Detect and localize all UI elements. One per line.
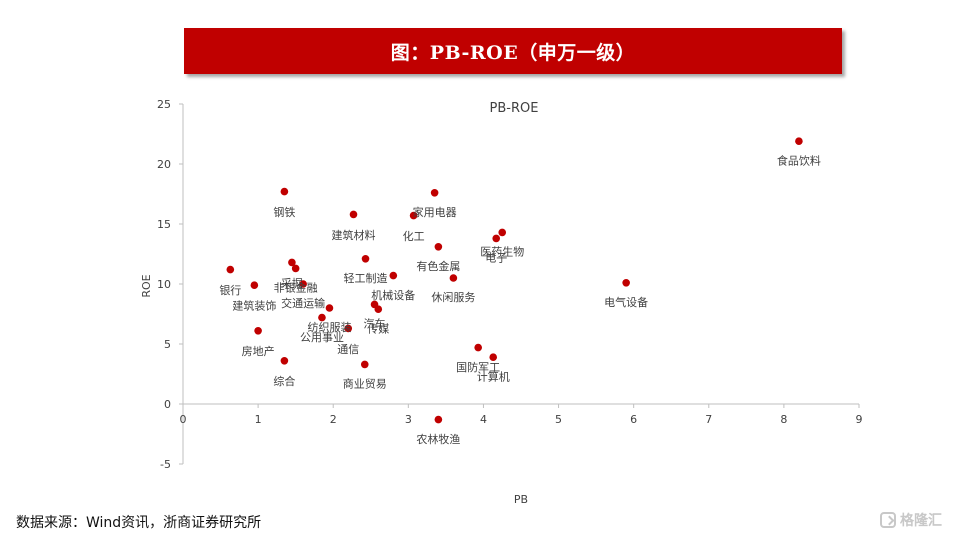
data-point xyxy=(280,357,289,365)
data-point xyxy=(280,187,289,196)
data-label: 电子 xyxy=(485,252,507,265)
x-tick-label: 8 xyxy=(780,413,787,426)
data-point xyxy=(474,343,482,352)
data-point xyxy=(299,280,307,288)
data-point xyxy=(489,353,498,362)
data-label: 电气设备 xyxy=(604,295,648,309)
title-banner: 图：PB-ROE（申万一级） xyxy=(184,28,842,74)
data-label: 家用电器 xyxy=(413,205,457,219)
data-label: 综合 xyxy=(273,374,295,388)
data-point xyxy=(325,304,334,312)
data-point xyxy=(409,211,418,220)
data-point xyxy=(360,360,369,369)
data-point xyxy=(288,258,296,267)
x-tick-label: 3 xyxy=(405,413,412,426)
x-tick-label: 2 xyxy=(330,413,337,426)
x-tick-label: 6 xyxy=(630,413,637,426)
y-tick-label: -5 xyxy=(160,458,171,471)
data-label: 化工 xyxy=(403,229,425,243)
y-tick-label: 0 xyxy=(164,398,171,411)
y-tick-label: 15 xyxy=(157,218,171,231)
data-label: 公用事业 xyxy=(300,331,344,344)
data-label: 有色金属 xyxy=(416,259,460,273)
data-point xyxy=(492,234,501,243)
data-point xyxy=(795,137,803,145)
data-label: 计算机 xyxy=(477,369,510,383)
x-tick-label: 4 xyxy=(480,413,487,426)
data-label: 汽车 xyxy=(364,317,386,331)
data-point xyxy=(389,271,398,280)
data-label: 医药生物 xyxy=(480,245,524,259)
data-label: 轻工制造 xyxy=(344,271,388,285)
data-point xyxy=(254,327,262,335)
data-point xyxy=(374,305,383,314)
data-point xyxy=(449,274,458,282)
data-label: 纺织服装 xyxy=(307,320,351,334)
watermark: 格隆汇 xyxy=(880,510,942,530)
data-point xyxy=(349,210,358,219)
data-label: 机械设备 xyxy=(371,288,415,302)
data-point xyxy=(361,254,370,263)
y-tick-label: 10 xyxy=(157,278,171,291)
data-point xyxy=(434,415,443,424)
y-tick-label: 25 xyxy=(157,98,171,111)
y-tick-label: 5 xyxy=(164,338,171,351)
data-label: 通信 xyxy=(337,343,359,356)
data-label: 采掘 xyxy=(281,276,303,290)
data-label: 农林牧渔 xyxy=(416,432,460,446)
data-point xyxy=(344,324,353,333)
data-label: 休闲服务 xyxy=(431,290,475,304)
data-label: 银行 xyxy=(219,283,241,297)
data-point xyxy=(430,189,439,197)
data-label: 国防军工 xyxy=(456,360,500,374)
data-label: 交通运输 xyxy=(281,296,325,310)
data-label: 房地产 xyxy=(242,344,275,358)
y-axis-label: ROE xyxy=(140,274,153,297)
x-tick-label: 9 xyxy=(856,413,863,426)
data-point xyxy=(318,313,326,322)
data-point xyxy=(291,264,300,273)
x-tick-label: 7 xyxy=(705,413,712,426)
watermark-logo-icon xyxy=(880,512,896,528)
x-axis-label: PB xyxy=(514,493,528,506)
y-tick-label: 20 xyxy=(157,158,171,171)
data-label: 建筑材料 xyxy=(332,228,376,242)
x-tick-label: 5 xyxy=(555,413,562,426)
data-label: 建筑装饰 xyxy=(232,299,276,313)
data-point xyxy=(434,243,443,251)
data-label: 非银金融 xyxy=(274,281,318,295)
source-note: 数据来源：Wind资讯，浙商证券研究所 xyxy=(16,515,262,531)
data-label: 食品饮料 xyxy=(777,153,821,167)
banner-title: 图：PB-ROE（申万一级） xyxy=(390,41,636,64)
data-point xyxy=(498,228,507,237)
data-point xyxy=(622,279,630,287)
data-point xyxy=(250,281,259,290)
chart-title: PB-ROE xyxy=(490,101,539,116)
data-label: 商业贸易 xyxy=(343,377,387,391)
watermark-text: 格隆汇 xyxy=(900,513,942,529)
x-tick-label: 0 xyxy=(180,413,187,426)
data-label: 钢铁 xyxy=(273,206,295,219)
data-point xyxy=(226,265,235,274)
x-tick-label: 1 xyxy=(255,413,262,426)
data-label: 传媒 xyxy=(367,322,389,335)
